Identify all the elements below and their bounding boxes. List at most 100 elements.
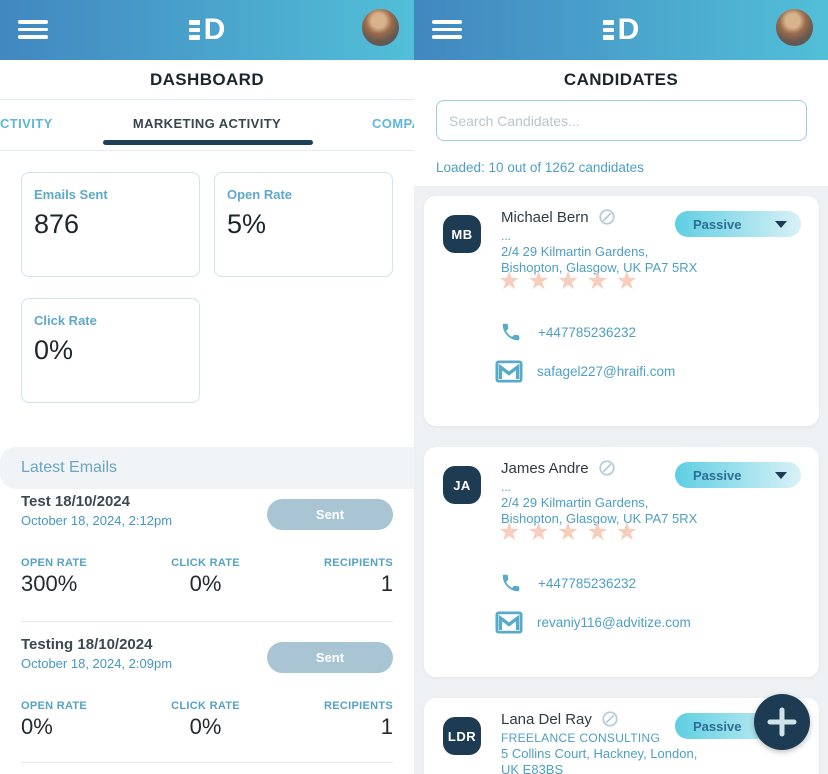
candidate-subtitle: FREELANCE CONSULTING xyxy=(501,731,661,745)
stat-card-click-rate: Click Rate 0% xyxy=(21,298,200,403)
candidate-address: 2/4 29 Kilmartin Gardens, Bishopton, Gla… xyxy=(501,495,698,526)
stat-label: Click Rate xyxy=(34,313,97,328)
email-title: Test 18/10/2024 xyxy=(21,493,130,510)
click-rate-value: 0% xyxy=(189,714,222,739)
email-title: Testing 18/10/2024 xyxy=(21,636,153,653)
open-rate-value: 300% xyxy=(21,571,78,596)
candidate-initials-avatar: MB xyxy=(443,215,481,253)
click-rate-value: 0% xyxy=(189,571,222,596)
email-timestamp: October 18, 2024, 2:12pm xyxy=(21,513,173,528)
dashboard-screen: D DASHBOARD CTIVITY MARKETING ACTIVITY C… xyxy=(0,0,414,763)
email-timestamp: October 18, 2024, 2:09pm xyxy=(21,656,173,671)
loaded-count-text: Loaded: 10 out of 1262 candidates xyxy=(436,160,644,175)
candidate-phone[interactable]: +447785236232 xyxy=(500,572,636,594)
candidate-name: James Andre xyxy=(501,459,589,477)
search-container xyxy=(436,100,807,141)
add-candidate-button[interactable] xyxy=(754,694,810,750)
chevron-down-icon xyxy=(775,471,787,479)
tab-sales-activity[interactable]: CTIVITY xyxy=(0,116,53,131)
recipients-value: 1 xyxy=(380,714,393,739)
candidate-card: MB Michael Bern Passive ... 2/4 29 Kilma… xyxy=(424,196,819,426)
candidate-email[interactable]: revaniy116@advitize.com xyxy=(495,611,691,634)
latest-emails-header: Latest Emails xyxy=(0,447,414,489)
candidate-phone[interactable]: +447785236232 xyxy=(500,321,636,343)
chevron-down-icon xyxy=(775,220,787,228)
sent-status-button[interactable]: Sent xyxy=(267,642,393,673)
status-dropdown[interactable]: Passive xyxy=(675,462,801,488)
candidate-subtitle: ... xyxy=(501,480,512,494)
rating-stars[interactable]: ★★★★★ xyxy=(498,518,646,546)
logo-letter: D xyxy=(617,13,640,46)
email-address: revaniy116@advitize.com xyxy=(537,615,691,630)
logo-letter: D xyxy=(203,13,226,46)
recipients-value: 1 xyxy=(380,571,393,596)
email-icon xyxy=(495,360,523,383)
stat-card-open-rate: Open Rate 5% xyxy=(214,172,393,277)
stat-value: 876 xyxy=(34,209,80,239)
candidate-card: LDR Lana Del Ray Passive FREELANCE CONSU… xyxy=(424,698,819,774)
do-not-contact-icon[interactable] xyxy=(598,459,616,477)
click-rate-label: CLICK RATE xyxy=(171,700,240,712)
phone-icon xyxy=(502,574,520,592)
hamburger-menu-icon[interactable] xyxy=(18,20,48,39)
search-input[interactable] xyxy=(436,100,807,141)
candidates-screen: D CANDIDATES Loaded: 10 out of 1262 cand… xyxy=(414,0,828,774)
do-not-contact-icon[interactable] xyxy=(598,208,616,226)
status-label: Passive xyxy=(693,467,742,483)
section-title: Latest Emails xyxy=(21,459,118,476)
status-label: Passive xyxy=(693,718,742,734)
candidate-card: JA James Andre Passive ... 2/4 29 Kilmar… xyxy=(424,447,819,677)
candidate-address: 2/4 29 Kilmartin Gardens, Bishopton, Gla… xyxy=(501,244,698,275)
do-not-contact-icon[interactable] xyxy=(601,710,619,728)
candidate-subtitle: ... xyxy=(501,229,512,243)
app-logo: D xyxy=(0,0,414,60)
status-dropdown[interactable]: Passive xyxy=(675,211,801,237)
page-title: CANDIDATES xyxy=(563,70,679,89)
dashboard-title-bar: DASHBOARD xyxy=(0,60,414,100)
candidate-initials-avatar: LDR xyxy=(443,717,481,755)
candidate-name: Michael Bern xyxy=(501,208,589,226)
dashboard-tabs: CTIVITY MARKETING ACTIVITY COMPA xyxy=(0,101,414,151)
tab-marketing-activity[interactable]: MARKETING ACTIVITY xyxy=(132,116,282,131)
sent-status-button[interactable]: Sent xyxy=(267,499,393,530)
open-rate-label: OPEN RATE xyxy=(21,700,88,712)
candidate-name: Lana Del Ray xyxy=(501,710,592,728)
logo-bars-icon xyxy=(188,20,200,40)
phone-number: +447785236232 xyxy=(538,324,636,340)
stat-card-emails-sent: Emails Sent 876 xyxy=(21,172,200,277)
divider xyxy=(21,762,393,763)
email-entry: Testing 18/10/2024 October 18, 2024, 2:0… xyxy=(0,636,414,740)
tab-company[interactable]: COMPA xyxy=(372,116,414,131)
user-avatar[interactable] xyxy=(362,9,399,46)
click-rate-label: CLICK RATE xyxy=(171,557,240,569)
plus-icon xyxy=(767,707,797,737)
page-title: DASHBOARD xyxy=(149,69,265,89)
status-label: Passive xyxy=(693,216,742,232)
open-rate-value: 0% xyxy=(21,714,53,739)
recipients-label: RECIPIENTS xyxy=(323,700,393,712)
app-logo: D xyxy=(414,0,828,60)
phone-number: +447785236232 xyxy=(538,575,636,591)
phone-icon xyxy=(502,323,520,341)
app-header: D xyxy=(414,0,828,60)
logo-bars-icon xyxy=(602,20,614,40)
stat-label: Emails Sent xyxy=(34,187,108,202)
rating-stars[interactable]: ★★★★★ xyxy=(498,267,646,295)
candidate-email[interactable]: safagel227@hraifi.com xyxy=(495,360,675,383)
candidate-initials-avatar: JA xyxy=(443,466,481,504)
stat-label: Open Rate xyxy=(227,187,293,202)
recipients-label: RECIPIENTS xyxy=(323,557,393,569)
email-icon xyxy=(495,611,523,634)
app-header: D xyxy=(0,0,414,60)
email-address: safagel227@hraifi.com xyxy=(537,364,676,379)
active-tab-underline xyxy=(103,140,313,145)
email-entry: Test 18/10/2024 October 18, 2024, 2:12pm… xyxy=(0,493,414,597)
stat-value: 0% xyxy=(34,335,74,365)
hamburger-menu-icon[interactable] xyxy=(432,20,462,39)
user-avatar[interactable] xyxy=(776,9,813,46)
divider xyxy=(21,621,393,622)
stat-value: 5% xyxy=(227,209,267,239)
candidate-address: 5 Collins Court, Hackney, London, UK E83… xyxy=(501,746,698,774)
candidates-title-bar: CANDIDATES xyxy=(414,60,828,100)
